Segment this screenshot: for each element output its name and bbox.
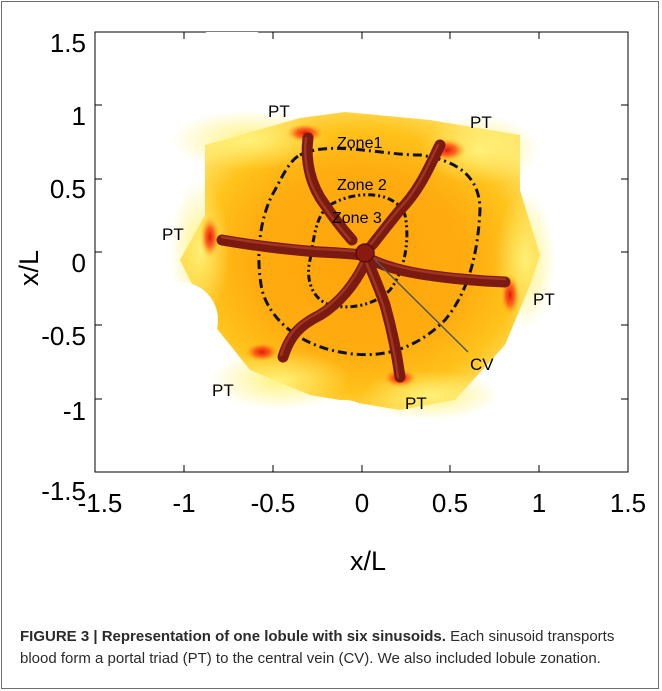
pt-label: PT [533, 290, 555, 309]
x-tick-label: 0.5 [432, 488, 468, 518]
zone3-label: Zone 3 [332, 210, 382, 227]
y-tick-label: 0.5 [50, 174, 86, 204]
sinusoid-3 [216, 234, 368, 261]
caption-text: Each sinusoid transports blood form a po… [20, 628, 615, 667]
cv-label: CV [470, 355, 494, 374]
x-tick-label: 1.5 [610, 488, 646, 518]
y-tick-label: -1.5 [41, 476, 86, 506]
x-axis-label: x/L [350, 546, 386, 576]
sinusoids [216, 132, 511, 383]
cv-pointer-line [374, 259, 469, 353]
y-tick-labels: -1.5 -1 -0.5 0 0.5 1 1.5 [41, 28, 86, 506]
x-tick-label: 1 [532, 488, 546, 518]
x-tick-label: -1.5 [78, 488, 123, 518]
sinusoid-6 [362, 256, 406, 383]
zone2-boundary [307, 193, 409, 309]
zone2-label: Zone 2 [337, 177, 387, 194]
sinusoid-1 [301, 132, 358, 246]
lobule-figure: -1.5 -1 -0.5 0 0.5 1 1.5 -1.5 -1 -0.5 0 … [14, 28, 646, 576]
x-tick-label: -1 [172, 488, 195, 518]
y-tick-label: 1 [72, 101, 86, 131]
y-tick-label: -1 [63, 396, 86, 426]
y-axis-label: x/L [14, 250, 44, 286]
pt-label: PT [212, 381, 234, 400]
zone1-label: Zone1 [337, 135, 382, 152]
zone-labels: Zone1 Zone 2 Zone 3 [332, 135, 387, 227]
pt-label: PT [162, 225, 184, 244]
pt-label: PT [405, 394, 427, 413]
y-tick-label: -0.5 [41, 321, 86, 351]
central-vein [355, 243, 375, 263]
x-tick-label: -0.5 [251, 488, 296, 518]
zone-boundaries [257, 146, 482, 357]
zone1-boundary [257, 146, 482, 357]
y-tick-label: 0 [72, 248, 86, 278]
figure-caption: FIGURE 3 | Representation of one lobule … [20, 626, 650, 670]
x-tick-labels: -1.5 -1 -0.5 0 0.5 1 1.5 [78, 488, 646, 518]
caption-title: FIGURE 3 | Representation of one lobule … [20, 628, 446, 645]
pt-label: PT [268, 102, 290, 121]
pt-label: PT [470, 113, 492, 132]
portal-triad-labels: PT PT PT PT PT PT [162, 102, 555, 413]
tick-marks [95, 32, 628, 472]
y-tick-label: 1.5 [50, 28, 86, 58]
sinusoid-2 [366, 139, 446, 251]
x-tick-label: 0 [355, 488, 369, 518]
sinusoid-5 [277, 259, 370, 363]
